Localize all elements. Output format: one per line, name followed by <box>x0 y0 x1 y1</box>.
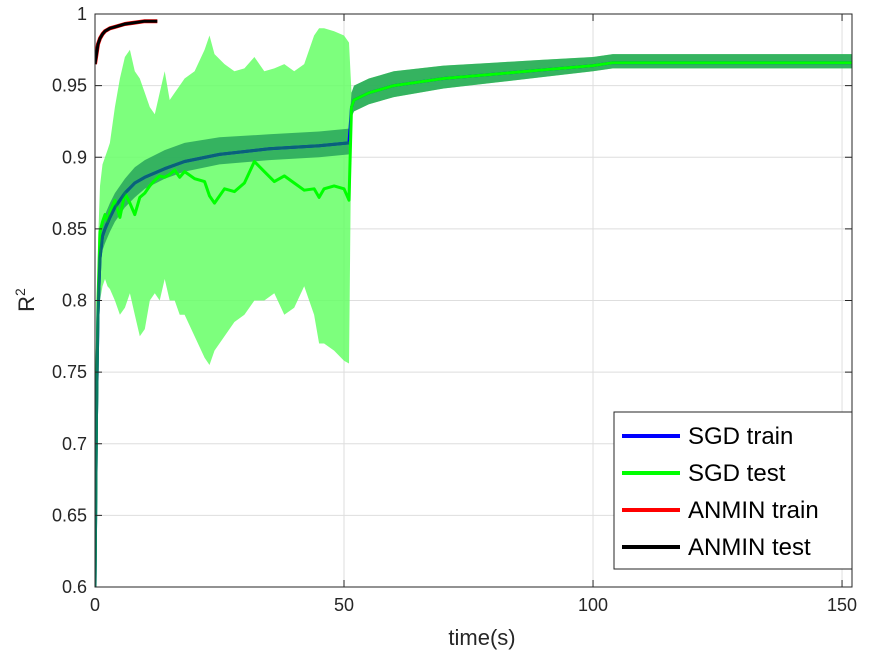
y-axis-label: R2 <box>12 288 39 312</box>
legend: SGD train SGD test ANMIN train ANMIN test <box>613 411 853 570</box>
x-tick-label: 100 <box>578 595 608 615</box>
x-tick-label: 0 <box>90 595 100 615</box>
y-axis-label-base: R <box>14 296 39 312</box>
anmin-test-line <box>95 19 158 65</box>
anmin-train-legend-label: ANMIN train <box>688 497 819 524</box>
sgd-test-band <box>95 28 852 587</box>
y-tick-label: 0.95 <box>52 76 87 96</box>
series-lines <box>95 19 852 587</box>
sgd-train-legend-label: SGD train <box>688 423 793 450</box>
sgd-train-overlay-line <box>95 141 350 587</box>
y-tick-label: 0.9 <box>62 147 87 167</box>
y-tick-label: 0.6 <box>62 577 87 597</box>
sgd-test-legend-label: SGD test <box>688 460 786 487</box>
anmin-test-legend-label: ANMIN test <box>688 534 811 561</box>
x-tick-label: 50 <box>334 595 354 615</box>
y-axis-label-superscript: 2 <box>12 288 28 296</box>
y-tick-label: 1 <box>77 4 87 24</box>
y-tick-label: 0.7 <box>62 434 87 454</box>
x-tick-label: 150 <box>827 595 857 615</box>
y-tick-label: 0.75 <box>52 362 87 382</box>
confidence-bands <box>95 28 852 587</box>
ticks: 0 50 100 150 0.6 0.65 0.7 0.75 0.8 0.85 0.9 0.95 1 <box>52 4 857 615</box>
y-tick-label: 0.65 <box>52 505 87 525</box>
y-tick-label: 0.85 <box>52 219 87 239</box>
sgd-test-line <box>95 61 852 587</box>
y-axis-label-group: R2 <box>12 288 39 312</box>
legend-box <box>613 411 853 570</box>
x-axis-label: time(s) <box>448 625 515 650</box>
y-tick-label: 0.8 <box>62 291 87 311</box>
